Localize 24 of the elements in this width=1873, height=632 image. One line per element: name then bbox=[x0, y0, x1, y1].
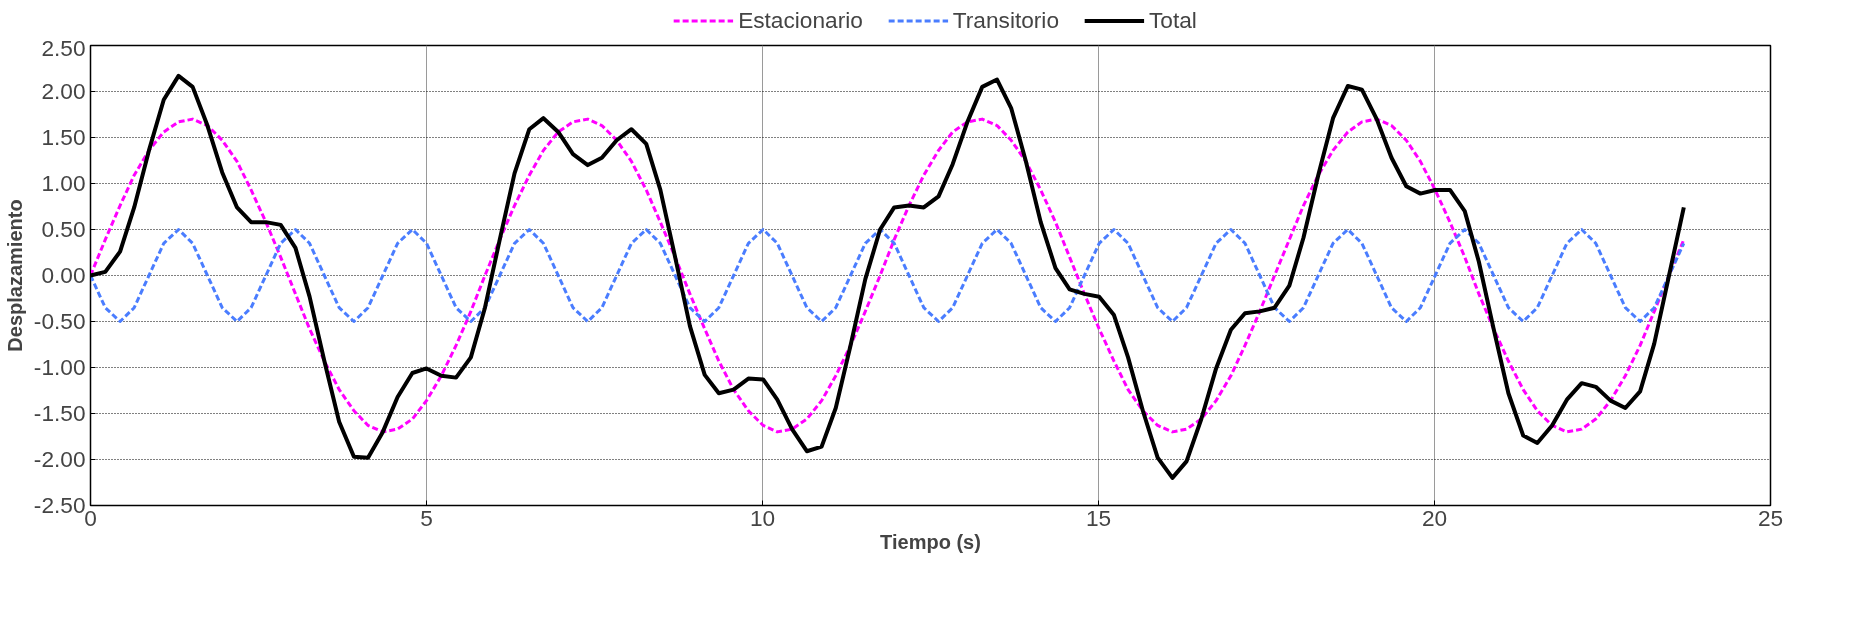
x-tick-label: 15 bbox=[1085, 504, 1112, 531]
y-tick-label: 0.00 bbox=[41, 262, 86, 288]
y-tick-label: 2.50 bbox=[41, 34, 86, 61]
y-tick-label: -1.50 bbox=[33, 400, 86, 426]
y-tick-label: 2.00 bbox=[41, 78, 86, 104]
x-tick-label: 0 bbox=[84, 504, 97, 531]
y-tick-label: -0.50 bbox=[33, 308, 86, 334]
y-axis-title: Desplazamiento bbox=[3, 199, 26, 352]
line-series bbox=[90, 228, 1686, 323]
legend-label: Estacionario bbox=[738, 6, 863, 34]
x-tick-label: 25 bbox=[1757, 504, 1784, 531]
y-tick-label: -2.50 bbox=[33, 492, 86, 518]
x-tick-label: 20 bbox=[1421, 504, 1448, 531]
x-axis-title: Tiempo (s) bbox=[880, 530, 981, 553]
y-tick-label: 1.50 bbox=[41, 124, 86, 150]
y-tick-label: 0.50 bbox=[41, 216, 86, 242]
line-series bbox=[90, 117, 1686, 434]
x-tick-label: 10 bbox=[749, 504, 776, 531]
legend-label: Total bbox=[1149, 6, 1197, 34]
y-tick-label: 1.00 bbox=[41, 170, 86, 196]
x-tick-label: 5 bbox=[420, 504, 433, 531]
y-tick-label: -2.00 bbox=[33, 446, 86, 472]
legend-label: Transitorio bbox=[952, 6, 1060, 34]
y-tick-label: -1.00 bbox=[33, 354, 86, 380]
